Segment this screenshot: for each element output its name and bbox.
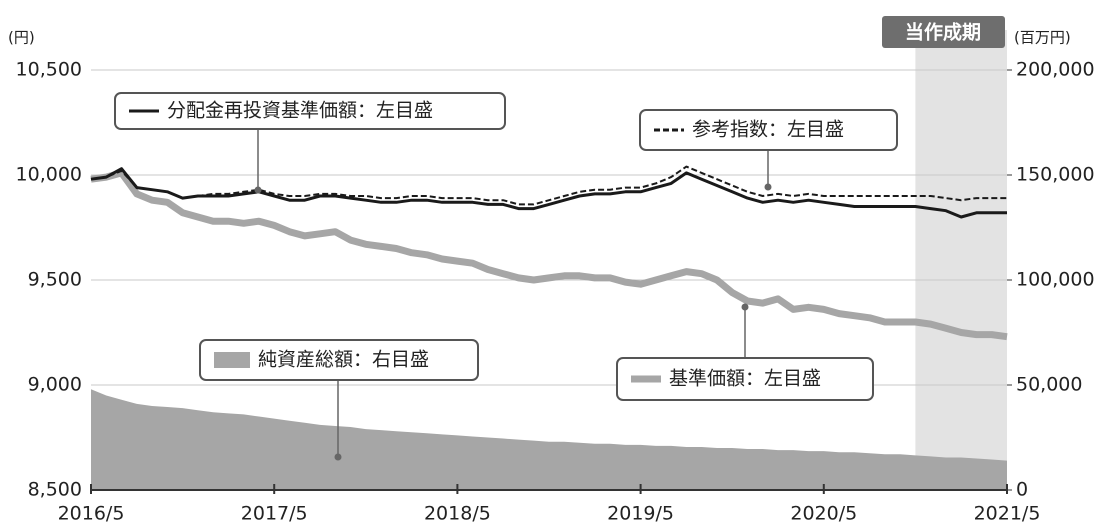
highlight-span [915,30,1007,490]
callout-dot [741,303,749,311]
x-tick-label: 2017/5 [241,503,308,525]
area [91,389,1007,490]
y-tick-label: 10,500 [16,59,82,81]
y2-tick-label: 50,000 [1016,374,1082,396]
y2-tick-label: 100,000 [1016,269,1095,291]
legend-label: 基準価額：左目盛 [669,368,821,390]
legend-box [639,109,898,151]
callout-dot [764,183,772,191]
legend-box [199,339,479,381]
x-tick-label: 2021/5 [974,503,1041,525]
highlight-label: 当作成期 [905,21,981,44]
y2-tick-label: 200,000 [1016,59,1095,81]
legend-box [616,357,874,401]
legend-swatch [214,352,250,368]
x-tick-label: 2020/5 [790,503,857,525]
y-tick-label: 9,500 [28,269,82,291]
legend-label: 参考指数：左目盛 [692,119,844,141]
x-tick-label: 2019/5 [607,503,674,525]
y-tick-label: 8,500 [28,479,82,501]
y2-axis-title: (百万円) [1014,29,1071,47]
y-tick-label: 10,000 [16,164,82,186]
callout-dot [334,453,342,461]
y-axis-title: (円) [8,29,35,47]
legend-label: 純資産総額：右目盛 [258,349,429,371]
x-tick-label: 2016/5 [58,503,125,525]
callout-dot [254,186,262,194]
line [90,169,1008,341]
x-tick-label: 2018/5 [424,503,491,525]
legend-label: 分配金再投資基準価額：左目盛 [167,100,433,122]
y-tick-label: 9,000 [28,374,82,396]
line [90,165,1007,206]
line [90,167,1007,219]
y2-tick-label: 0 [1016,479,1028,501]
y2-tick-label: 150,000 [1016,164,1095,186]
legend-box [114,92,506,130]
highlight-label-box [882,16,1005,48]
